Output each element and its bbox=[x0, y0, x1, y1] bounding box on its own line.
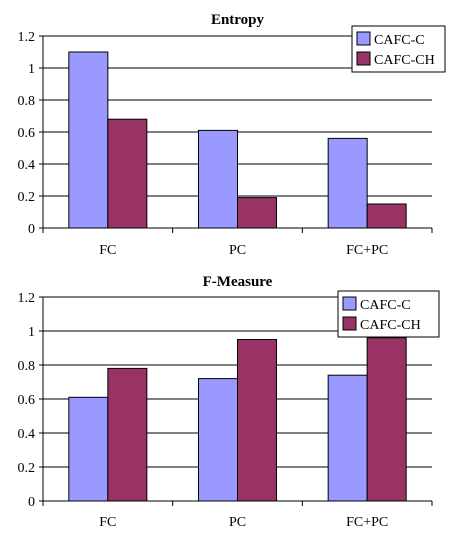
legend-label: CAFC-CH bbox=[360, 318, 421, 333]
y-tick-label: 0.4 bbox=[18, 158, 36, 173]
y-tick-label: 0.6 bbox=[18, 126, 36, 141]
bar-cafc-ch bbox=[107, 367, 148, 502]
y-tick-label: 0.4 bbox=[18, 427, 36, 442]
bar-cafc-c bbox=[68, 396, 109, 502]
y-tick-label: 1 bbox=[28, 325, 35, 340]
x-tick-label: PC bbox=[229, 243, 246, 258]
bar-cafc-c bbox=[327, 137, 368, 229]
x-tick-label: PC bbox=[229, 515, 246, 530]
x-tick-label: FC bbox=[99, 515, 116, 530]
legend-swatch bbox=[356, 31, 371, 46]
y-tick-label: 0 bbox=[28, 495, 35, 510]
y-tick-label: 1.2 bbox=[18, 30, 36, 45]
x-tick-label: FC+PC bbox=[346, 243, 388, 258]
legend-label: CAFC-C bbox=[360, 298, 411, 313]
y-tick-label: 1.2 bbox=[18, 291, 36, 306]
legend-swatch bbox=[342, 316, 357, 331]
y-tick-label: 0.8 bbox=[18, 359, 36, 374]
bar-cafc-ch bbox=[366, 203, 407, 229]
y-tick-label: 0.2 bbox=[18, 461, 36, 476]
y-tick-label: 0.6 bbox=[18, 393, 36, 408]
legend-label: CAFC-C bbox=[374, 33, 425, 48]
y-tick-label: 0 bbox=[28, 222, 35, 237]
bar-cafc-ch bbox=[237, 197, 277, 229]
x-tick-label: FC+PC bbox=[346, 515, 388, 530]
x-tick-label: FC bbox=[99, 243, 116, 258]
legend-label: CAFC-CH bbox=[374, 53, 435, 68]
bar-cafc-c bbox=[327, 374, 368, 502]
bar-cafc-c bbox=[198, 378, 238, 502]
bar-cafc-c bbox=[68, 51, 109, 229]
legend-swatch bbox=[356, 51, 371, 66]
bar-cafc-ch bbox=[107, 118, 148, 229]
y-tick-label: 0.8 bbox=[18, 94, 36, 109]
legend-swatch bbox=[342, 296, 357, 311]
y-tick-label: 1 bbox=[28, 62, 35, 77]
bar-cafc-c bbox=[198, 129, 238, 229]
bar-cafc-ch bbox=[237, 339, 277, 502]
chart-title: Entropy bbox=[211, 12, 265, 28]
chart-title: F-Measure bbox=[203, 274, 273, 290]
bar-cafc-ch bbox=[366, 337, 407, 502]
y-tick-label: 0.2 bbox=[18, 190, 36, 205]
